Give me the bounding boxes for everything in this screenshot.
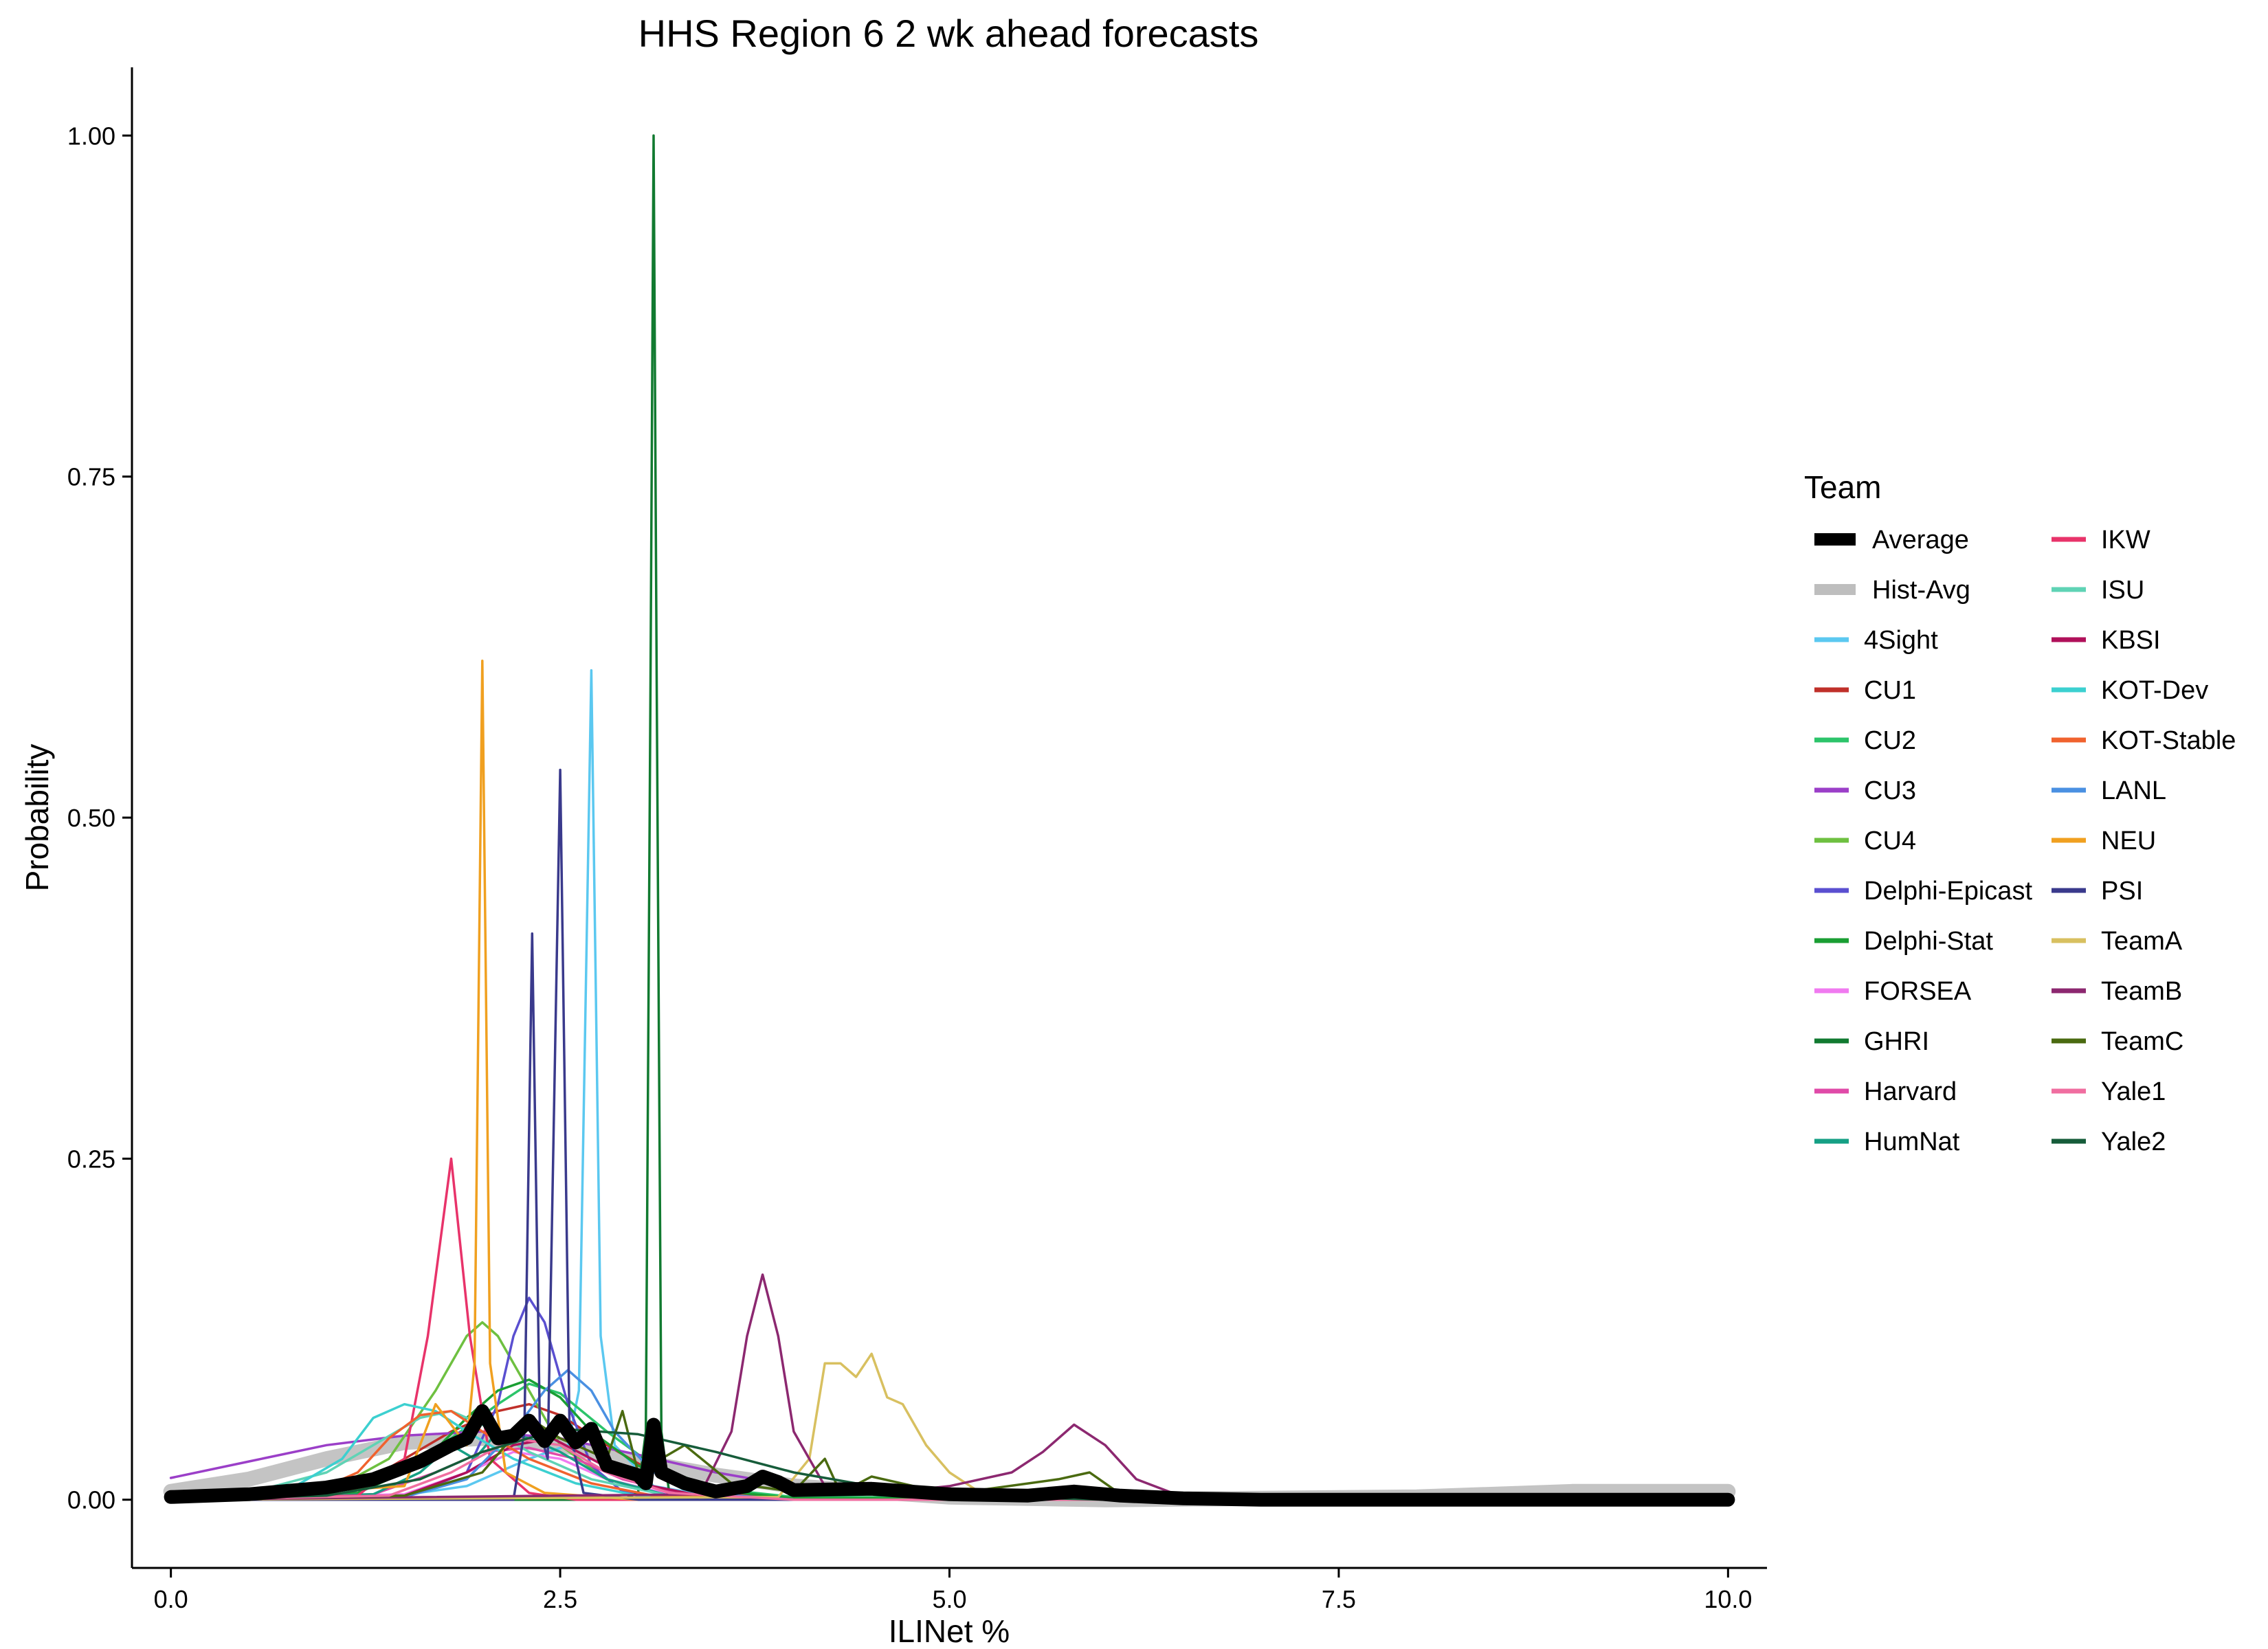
legend-item-neu: NEU <box>2052 827 2156 855</box>
legend-label-teama: TeamA <box>2101 927 2183 956</box>
legend-item-cu3: CU3 <box>1814 776 1916 805</box>
legend-label-cu1: CU1 <box>1864 676 1916 705</box>
legend-title: Team <box>1804 469 1881 505</box>
series-line-psi <box>169 768 1730 1501</box>
legend-item-kot-stable: KOT-Stable <box>2052 726 2236 755</box>
legend-item-teamc: TeamC <box>2052 1027 2183 1056</box>
y-tick-label: 0.00 <box>67 1486 115 1514</box>
legend-label-humnat: HumNat <box>1864 1128 1960 1156</box>
y-tick-label: 1.00 <box>67 122 115 150</box>
legend-label-teamb: TeamB <box>2101 977 2182 1006</box>
legend-label-lanl: LANL <box>2101 776 2166 805</box>
legend-item-teama: TeamA <box>2052 927 2183 956</box>
legend-item-forsea: FORSEA <box>1814 977 1972 1006</box>
series-line-average <box>164 1404 1735 1507</box>
y-axis-title: Probability <box>19 744 55 892</box>
legend-label-kot-dev: KOT-Dev <box>2101 676 2208 705</box>
x-tick-label: 5.0 <box>932 1585 966 1613</box>
legend-label-yale1: Yale1 <box>2101 1077 2166 1106</box>
legend-item-humnat: HumNat <box>1814 1128 1960 1156</box>
axes <box>131 67 1767 1569</box>
series-line-ghri <box>169 134 1730 1501</box>
legend-item-psi: PSI <box>2052 877 2143 906</box>
tick-labels: 0.0 2.5 5.0 7.5 10.0 0.00 0.25 0.50 0.75 1.00 <box>67 122 1752 1613</box>
series-line-yale1 <box>169 1437 1730 1501</box>
legend-item-cu2: CU2 <box>1814 726 1916 755</box>
legend-item-kot-dev: KOT-Dev <box>2052 676 2208 705</box>
legend-label-average: Average <box>1872 526 1969 554</box>
legend-item-delphi-stat: Delphi-Stat <box>1814 927 1993 956</box>
legend-label-teamc: TeamC <box>2101 1027 2183 1056</box>
legend-item-average: Average <box>1814 526 1969 554</box>
x-tick-label: 0.0 <box>154 1585 188 1613</box>
legend-item-delphi-epicast: Delphi-Epicast <box>1814 877 2032 906</box>
legend-item-yale1: Yale1 <box>2052 1077 2166 1106</box>
legend-item-4sight: 4Sight <box>1814 626 1938 655</box>
legend-label-hist-avg: Hist-Avg <box>1872 576 1970 605</box>
legend-label-isu: ISU <box>2101 576 2144 605</box>
legend-item-kbsi: KBSI <box>2052 626 2161 655</box>
legend-item-cu1: CU1 <box>1814 676 1916 705</box>
y-tick-label: 0.50 <box>67 804 115 832</box>
legend-label-neu: NEU <box>2101 827 2156 855</box>
legend-label-delphi-epicast: Delphi-Epicast <box>1864 877 2032 906</box>
legend-item-hist-avg: Hist-Avg <box>1814 576 1970 605</box>
legend-label-ikw: IKW <box>2101 526 2150 554</box>
legend-label-forsea: FORSEA <box>1864 977 1972 1006</box>
legend-label-cu2: CU2 <box>1864 726 1916 755</box>
legend-item-teamb: TeamB <box>2052 977 2182 1006</box>
legend-item-ikw: IKW <box>2052 526 2150 554</box>
chart-title: HHS Region 6 2 wk ahead forecasts <box>638 12 1259 55</box>
legend-item-cu4: CU4 <box>1814 827 1916 855</box>
legend-item-lanl: LANL <box>2052 776 2166 805</box>
legend-item-harvard: Harvard <box>1814 1077 1957 1106</box>
y-tick-label: 0.25 <box>67 1145 115 1173</box>
legend-label-harvard: Harvard <box>1864 1077 1957 1106</box>
series-line-neu <box>169 659 1730 1501</box>
legend-item-ghri: GHRI <box>1814 1027 1929 1056</box>
legend-label-cu4: CU4 <box>1864 827 1916 855</box>
legend-label-psi: PSI <box>2101 877 2143 906</box>
y-tick-label: 0.75 <box>67 463 115 491</box>
series-line-4sight <box>169 669 1730 1501</box>
legend-label-kot-stable: KOT-Stable <box>2101 726 2236 755</box>
legend-item-isu: ISU <box>2052 576 2144 605</box>
legend-item-yale2: Yale2 <box>2052 1128 2166 1156</box>
legend-label-delphi-stat: Delphi-Stat <box>1864 927 1993 956</box>
x-tick-label: 7.5 <box>1322 1585 1356 1613</box>
x-tick-label: 2.5 <box>543 1585 577 1613</box>
legend-label-4sight: 4Sight <box>1864 626 1938 655</box>
plot-area <box>163 134 1736 1507</box>
legend: Team Average Hist-Avg 4Sight CU1 CU2 CU3 CU4 De… <box>1804 469 2236 1156</box>
legend-label-kbsi: KBSI <box>2101 626 2161 655</box>
legend-label-cu3: CU3 <box>1864 776 1916 805</box>
x-tick-label: 10.0 <box>1704 1585 1752 1613</box>
legend-label-yale2: Yale2 <box>2101 1128 2166 1156</box>
legend-label-ghri: GHRI <box>1864 1027 1929 1056</box>
x-axis-title: ILINet % <box>889 1613 1010 1649</box>
